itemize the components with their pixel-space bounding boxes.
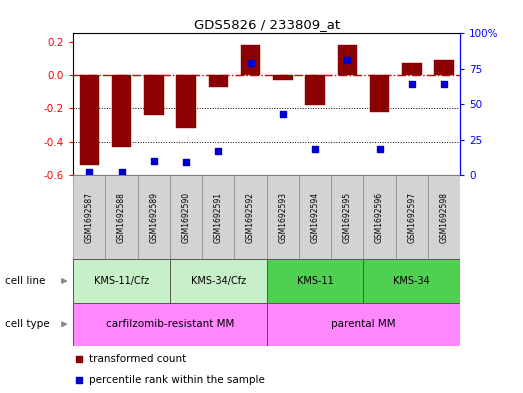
Bar [73, 303, 267, 346]
Text: GSM1692597: GSM1692597 [407, 191, 416, 243]
Text: GSM1692589: GSM1692589 [150, 192, 158, 242]
Bar [428, 175, 460, 259]
Bar [435, 60, 454, 75]
Bar [402, 63, 422, 75]
Bar [267, 303, 460, 346]
Text: KMS-11/Cfz: KMS-11/Cfz [94, 276, 149, 286]
Bar [299, 175, 331, 259]
Text: KMS-34/Cfz: KMS-34/Cfz [191, 276, 246, 286]
Title: GDS5826 / 233809_at: GDS5826 / 233809_at [194, 18, 340, 31]
Text: GSM1692596: GSM1692596 [375, 191, 384, 243]
Point [408, 81, 416, 88]
Point [75, 376, 83, 383]
Point [75, 356, 83, 362]
Text: transformed count: transformed count [89, 354, 186, 364]
Bar [241, 45, 260, 75]
Text: KMS-34: KMS-34 [393, 276, 430, 286]
Text: percentile rank within the sample: percentile rank within the sample [89, 375, 265, 385]
Bar [170, 259, 267, 303]
Bar [363, 259, 460, 303]
Bar [79, 75, 99, 165]
Bar [73, 259, 170, 303]
Point [440, 81, 448, 88]
Point [343, 57, 351, 63]
Point [279, 111, 287, 117]
Bar [370, 75, 389, 112]
Text: GSM1692595: GSM1692595 [343, 191, 352, 243]
Bar [106, 175, 138, 259]
Text: GSM1692588: GSM1692588 [117, 192, 126, 242]
Text: GSM1692592: GSM1692592 [246, 192, 255, 242]
Text: cell type: cell type [5, 319, 50, 329]
Text: cell line: cell line [5, 276, 46, 286]
Bar [138, 175, 170, 259]
Bar [73, 175, 106, 259]
Point [150, 158, 158, 164]
Bar [305, 75, 325, 105]
Bar [144, 75, 164, 115]
Bar [112, 75, 131, 147]
Bar [267, 259, 363, 303]
Bar [273, 75, 292, 80]
Bar [170, 175, 202, 259]
Bar [267, 175, 299, 259]
Bar [234, 175, 267, 259]
Text: KMS-11: KMS-11 [297, 276, 334, 286]
Point [214, 148, 223, 154]
Text: GSM1692593: GSM1692593 [278, 191, 287, 243]
Text: GSM1692591: GSM1692591 [214, 192, 223, 242]
Text: GSM1692598: GSM1692598 [440, 192, 449, 242]
Point [85, 169, 94, 175]
Point [311, 146, 319, 152]
Bar [176, 75, 196, 128]
Text: GSM1692594: GSM1692594 [311, 191, 320, 243]
Bar [331, 175, 363, 259]
Text: GSM1692590: GSM1692590 [181, 191, 190, 243]
Text: parental MM: parental MM [331, 319, 396, 329]
Point [246, 60, 255, 66]
Point [182, 159, 190, 165]
Point [376, 146, 384, 152]
Bar [338, 45, 357, 75]
Bar [202, 175, 234, 259]
Bar [396, 175, 428, 259]
Text: carfilzomib-resistant MM: carfilzomib-resistant MM [106, 319, 234, 329]
Point [117, 169, 126, 175]
Text: GSM1692587: GSM1692587 [85, 192, 94, 242]
Bar [363, 175, 396, 259]
Bar [209, 75, 228, 87]
